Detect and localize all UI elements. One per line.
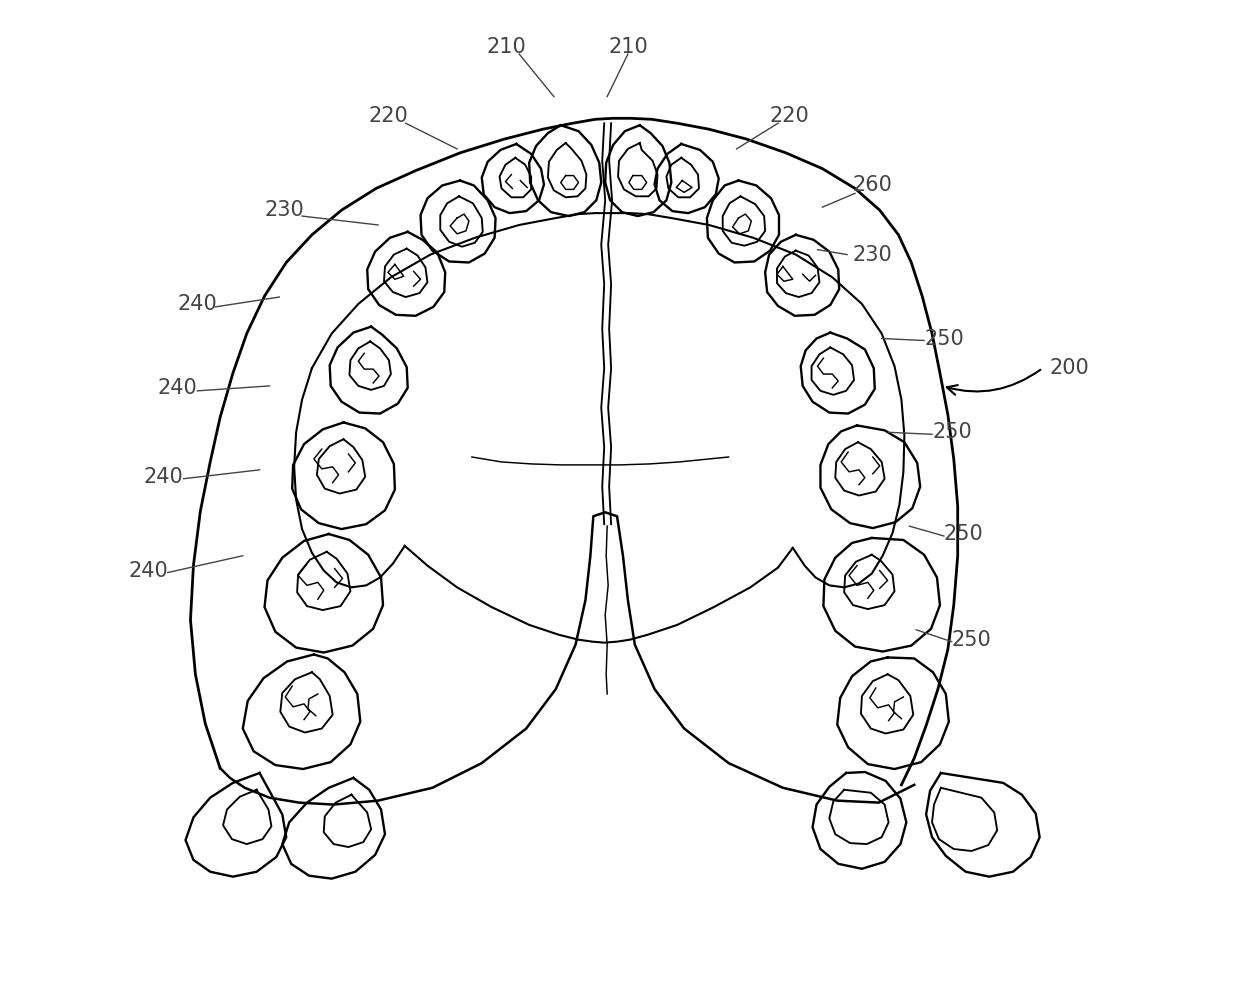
Text: 250: 250 — [952, 630, 992, 649]
Text: 250: 250 — [924, 329, 963, 349]
Text: 220: 220 — [770, 106, 810, 126]
Text: 230: 230 — [852, 244, 892, 264]
Text: 240: 240 — [177, 294, 217, 314]
Text: 260: 260 — [852, 176, 892, 196]
Text: 200: 200 — [1049, 358, 1089, 378]
Text: 220: 220 — [368, 106, 408, 126]
Text: 240: 240 — [128, 561, 167, 581]
Text: 240: 240 — [144, 467, 184, 487]
Text: 250: 250 — [932, 422, 972, 442]
Text: 230: 230 — [264, 201, 304, 220]
Text: 240: 240 — [157, 378, 197, 398]
Text: 210: 210 — [608, 37, 647, 58]
Text: 210: 210 — [486, 37, 526, 58]
Text: 250: 250 — [944, 524, 983, 544]
